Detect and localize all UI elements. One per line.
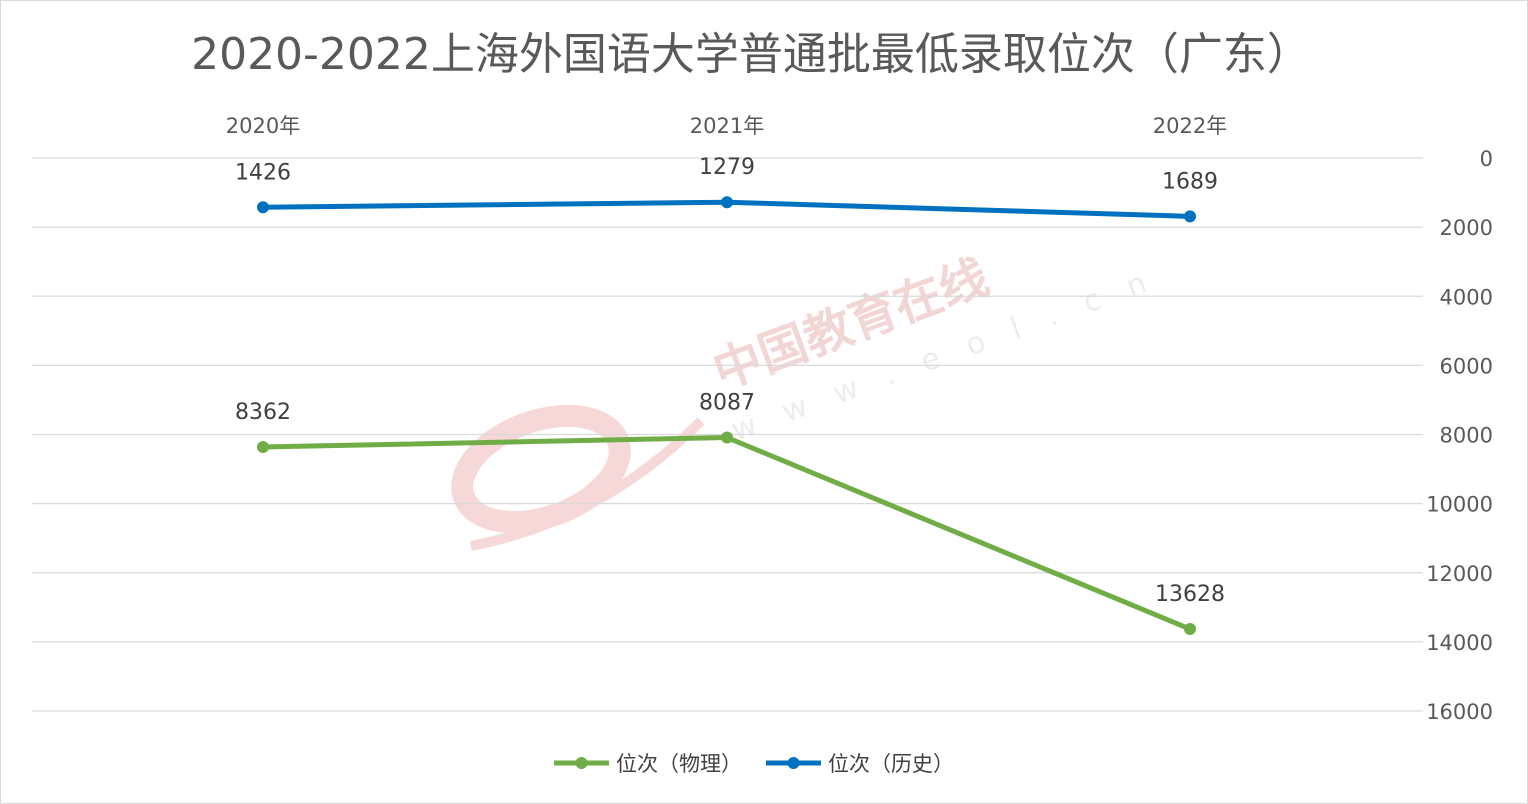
data-point: [257, 201, 269, 214]
data-label: 13628: [1155, 582, 1225, 607]
y-tick-label: 10000: [1426, 493, 1493, 517]
data-point: [1184, 210, 1196, 223]
data-point: [721, 431, 733, 444]
y-tick-label: 8000: [1440, 424, 1493, 448]
legend-marker: [575, 757, 588, 769]
legend-label: 位次（物理）: [616, 752, 742, 776]
legend-label: 位次（历史）: [828, 752, 954, 776]
watermark-logo-swoosh: [470, 417, 705, 551]
data-label: 8087: [699, 391, 755, 416]
y-tick-label: 16000: [1426, 700, 1493, 724]
series-line: [260, 435, 1193, 632]
y-tick-label: 4000: [1440, 285, 1493, 309]
chart-title: 2020-2022上海外国语大学普通批最低录取位次（广东）: [191, 29, 1311, 80]
watermark-logo-ring: [451, 404, 631, 534]
y-tick-label: 14000: [1426, 631, 1493, 655]
data-point: [1184, 623, 1196, 636]
y-tick-label: 6000: [1440, 354, 1493, 378]
data-point: [721, 196, 733, 209]
legend: 位次（物理） 位次（历史）: [554, 752, 954, 776]
x-axis-categories: 2020年 2021年 2022年: [226, 114, 1227, 138]
data-label: 8362: [235, 400, 291, 425]
y-tick-label: 2000: [1440, 216, 1493, 240]
data-labels: 8362 8087 13628 1426 1279 1689: [235, 155, 1225, 607]
data-label: 1689: [1162, 169, 1218, 194]
x-category-label: 2021年: [690, 114, 764, 138]
watermark: 中国教育在线 w w w . e o l . c n: [451, 249, 1161, 551]
y-tick-label: 0: [1480, 147, 1493, 171]
y-axis-ticks: 0 2000 4000 6000 8000 10000 12000 14000 16000: [1426, 147, 1493, 724]
data-label: 1426: [235, 160, 291, 185]
legend-marker: [787, 757, 800, 769]
y-tick-label: 12000: [1426, 562, 1493, 586]
data-point: [257, 441, 269, 454]
series-lines: [257, 196, 1196, 636]
x-category-label: 2020年: [226, 114, 300, 138]
x-category-label: 2022年: [1153, 114, 1227, 138]
data-label: 1279: [699, 155, 755, 180]
gridlines: [32, 157, 1423, 712]
